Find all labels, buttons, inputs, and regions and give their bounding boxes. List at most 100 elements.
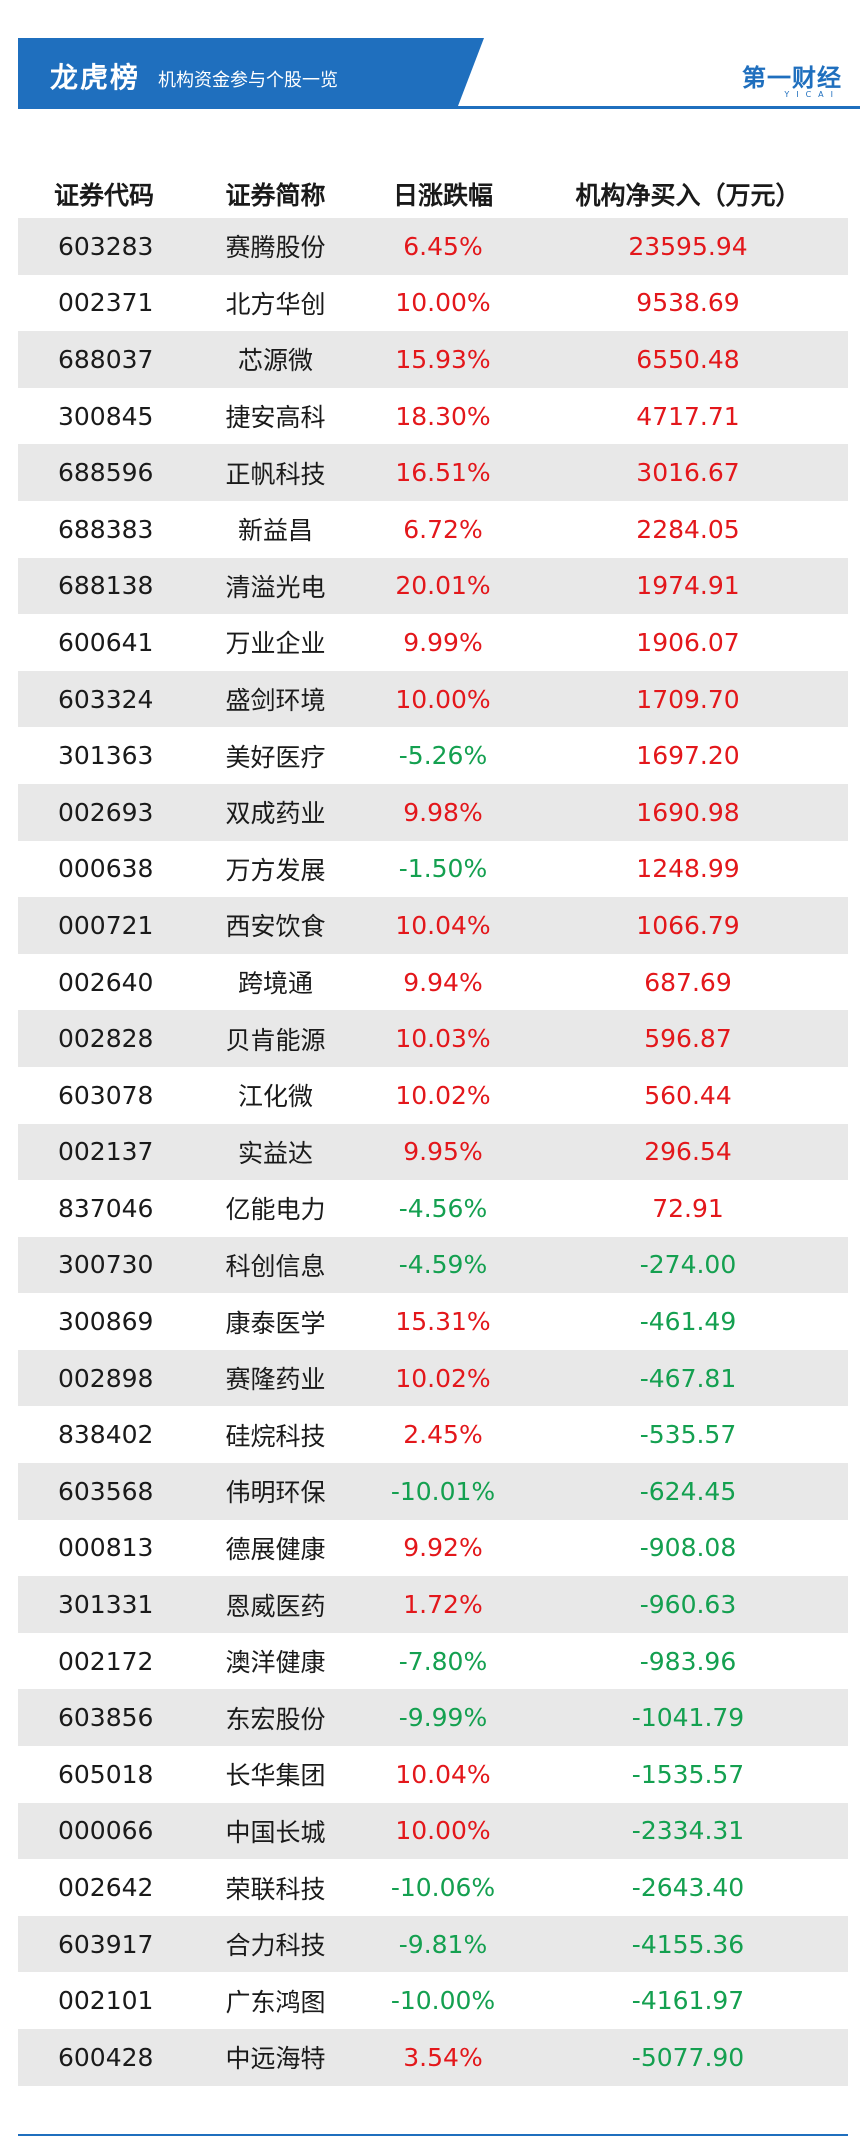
cell-code: 002137 bbox=[58, 1137, 154, 1167]
table-row: 000721 西安饮食 10.04% 1066.79 bbox=[18, 897, 848, 954]
cell-code: 603078 bbox=[58, 1080, 154, 1110]
cell-net-buy: 9538.69 bbox=[636, 288, 740, 318]
table-row: 002898 赛隆药业 10.02% -467.81 bbox=[18, 1349, 848, 1407]
header-name: 证券简称 bbox=[225, 181, 326, 210]
header-banner: 龙虎榜 机构资金参与个股一览 第一财经 YICAI bbox=[18, 38, 860, 112]
cell-change: 6.45% bbox=[403, 231, 483, 261]
cell-code: 837046 bbox=[58, 1193, 154, 1223]
cell-change: 10.00% bbox=[395, 684, 491, 714]
banner-slant bbox=[458, 38, 484, 106]
cell-code: 838402 bbox=[58, 1420, 154, 1450]
cell-name: 广东鸿图 bbox=[225, 1987, 326, 2017]
cell-code: 002172 bbox=[58, 1646, 154, 1676]
banner-underline bbox=[18, 106, 860, 109]
cell-net-buy: -535.57 bbox=[639, 1420, 737, 1450]
cell-change: -4.56% bbox=[398, 1193, 488, 1223]
cell-name: 赛隆药业 bbox=[225, 1365, 326, 1395]
table-row: 301331 恩威医药 1.72% -960.63 bbox=[18, 1576, 848, 1633]
cell-net-buy: -4155.36 bbox=[631, 1929, 745, 1959]
cell-name: 长华集团 bbox=[225, 1761, 326, 1791]
cell-change: 9.94% bbox=[403, 967, 483, 997]
table-row: 300869 康泰医学 15.31% -461.49 bbox=[18, 1293, 848, 1350]
cell-code: 002828 bbox=[58, 1024, 154, 1054]
cell-code: 688138 bbox=[58, 571, 154, 601]
table-row: 688596 正帆科技 16.51% 3016.67 bbox=[18, 444, 848, 501]
table-row: 603078 江化微 10.02% 560.44 bbox=[18, 1067, 848, 1124]
cell-code: 688383 bbox=[58, 514, 154, 544]
cell-name: 恩威医药 bbox=[225, 1591, 326, 1621]
cell-change: 18.30% bbox=[395, 401, 491, 431]
cell-name: 亿能电力 bbox=[225, 1195, 326, 1225]
table-row: 605018 长华集团 10.04% -1535.57 bbox=[18, 1746, 848, 1803]
cell-code: 000721 bbox=[58, 910, 154, 940]
cell-net-buy: 1248.99 bbox=[636, 854, 740, 884]
table-row: 002828 贝肯能源 10.03% 596.87 bbox=[18, 1010, 848, 1067]
cell-net-buy: 6550.48 bbox=[636, 344, 740, 374]
table-body: 603283 赛腾股份 6.45% 23595.94 002371 北方华创 10.00% 9… bbox=[18, 218, 848, 2086]
cell-code: 301363 bbox=[58, 741, 154, 771]
cell-code: 688596 bbox=[58, 458, 154, 488]
table-row: 688383 新益昌 6.72% 2284.05 bbox=[18, 501, 848, 558]
cell-change: 10.04% bbox=[395, 1759, 491, 1789]
table-row: 688138 清溢光电 20.01% 1974.91 bbox=[18, 557, 848, 615]
cell-change: -10.06% bbox=[390, 1873, 496, 1903]
cell-net-buy: 687.69 bbox=[644, 967, 732, 997]
cell-net-buy: -1535.57 bbox=[631, 1759, 745, 1789]
cell-change: -1.50% bbox=[398, 854, 488, 884]
table-row: 300730 科创信息 -4.59% -274.00 bbox=[18, 1236, 848, 1294]
cell-change: -7.80% bbox=[398, 1646, 488, 1676]
banner-subtitle: 机构资金参与个股一览 bbox=[158, 70, 338, 91]
cell-code: 600428 bbox=[58, 2042, 154, 2072]
cell-net-buy: -461.49 bbox=[639, 1307, 737, 1337]
table-row: 603917 合力科技 -9.81% -4155.36 bbox=[18, 1915, 848, 1973]
cell-net-buy: -467.81 bbox=[639, 1363, 737, 1393]
cell-name: 双成药业 bbox=[225, 799, 326, 829]
cell-name: 赛腾股份 bbox=[225, 233, 326, 263]
table-row: 603324 盛剑环境 10.00% 1709.70 bbox=[18, 670, 848, 728]
cell-name: 中远海特 bbox=[225, 2044, 326, 2074]
cell-code: 301331 bbox=[58, 1590, 154, 1620]
cell-code: 000638 bbox=[58, 854, 154, 884]
cell-net-buy: 1709.70 bbox=[636, 684, 740, 714]
cell-code: 002640 bbox=[58, 967, 154, 997]
cell-net-buy: -2643.40 bbox=[631, 1873, 745, 1903]
cell-code: 000813 bbox=[58, 1533, 154, 1563]
cell-change: -9.81% bbox=[398, 1929, 488, 1959]
cell-name: 北方华创 bbox=[225, 289, 326, 319]
cell-change: 10.02% bbox=[395, 1080, 491, 1110]
cell-net-buy: -1041.79 bbox=[631, 1703, 745, 1733]
cell-net-buy: 1906.07 bbox=[636, 627, 740, 657]
cell-change: 10.02% bbox=[395, 1363, 491, 1393]
table-row: 837046 亿能电力 -4.56% 72.91 bbox=[18, 1180, 848, 1237]
cell-name: 德展健康 bbox=[225, 1534, 326, 1564]
cell-name: 江化微 bbox=[237, 1082, 313, 1112]
table-row: 600428 中远海特 3.54% -5077.90 bbox=[18, 2029, 848, 2086]
cell-name: 盛剑环境 bbox=[225, 686, 326, 716]
cell-name: 东宏股份 bbox=[225, 1704, 326, 1734]
header-net-buy: 机构净买入（万元） bbox=[575, 181, 801, 210]
table-row: 000066 中国长城 10.00% -2334.31 bbox=[18, 1802, 848, 1860]
yicai-logo: 第一财经 bbox=[742, 64, 842, 92]
cell-name: 澳洋健康 bbox=[225, 1648, 326, 1678]
cell-change: 1.72% bbox=[403, 1590, 483, 1620]
cell-code: 002101 bbox=[58, 1986, 154, 2016]
cell-code: 603917 bbox=[58, 1929, 154, 1959]
table-row: 000813 德展健康 9.92% -908.08 bbox=[18, 1520, 848, 1577]
header-change: 日涨跌幅 bbox=[392, 181, 493, 210]
cell-net-buy: 1066.79 bbox=[636, 910, 740, 940]
cell-code: 603568 bbox=[58, 1476, 154, 1506]
table-row: 002137 实益达 9.95% 296.54 bbox=[18, 1123, 848, 1181]
table-row: 002371 北方华创 10.00% 9538.69 bbox=[18, 275, 848, 332]
table-row: 603856 东宏股份 -9.99% -1041.79 bbox=[18, 1689, 848, 1747]
cell-code: 300730 bbox=[58, 1250, 154, 1280]
cell-name: 实益达 bbox=[237, 1138, 313, 1168]
cell-change: -10.00% bbox=[390, 1986, 496, 2016]
table-row: 688037 芯源微 15.93% 6550.48 bbox=[18, 331, 848, 388]
cell-name: 西安饮食 bbox=[225, 912, 326, 942]
cell-code: 002642 bbox=[58, 1873, 154, 1903]
cell-change: 9.92% bbox=[403, 1533, 483, 1563]
table-row: 301363 美好医疗 -5.26% 1697.20 bbox=[18, 727, 848, 784]
cell-change: -10.01% bbox=[390, 1476, 496, 1506]
cell-change: 15.31% bbox=[395, 1307, 491, 1337]
cell-code: 002371 bbox=[58, 288, 154, 318]
